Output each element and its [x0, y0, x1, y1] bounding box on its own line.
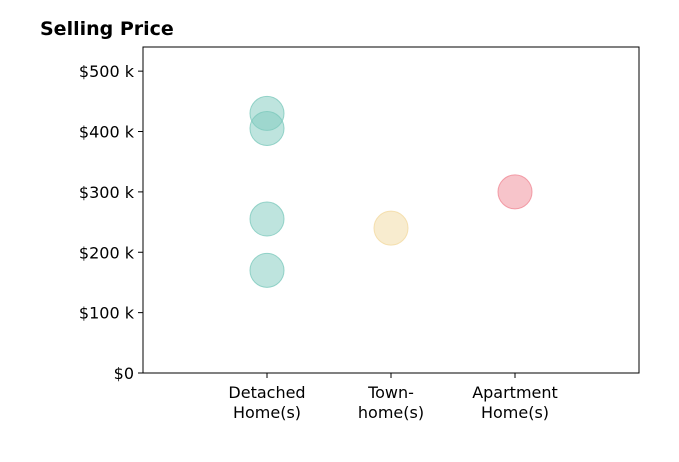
- y-tick-label-4: $400 k: [79, 123, 135, 142]
- y-tick-label-0: $0: [114, 364, 134, 383]
- points-layer: [249, 95, 533, 288]
- x-tick-label-2: Apartment Home(s): [472, 383, 558, 422]
- data-point-3: [249, 252, 285, 288]
- y-tick-label-5: $500 k: [79, 62, 135, 81]
- data-point-4: [373, 210, 409, 246]
- x-tick-label-1: Town-home(s): [358, 383, 424, 422]
- y-tick-label-3: $300 k: [79, 183, 135, 202]
- plot-frame: [142, 46, 640, 374]
- y-tick-label-2: $200 k: [79, 243, 135, 262]
- x-tick-label-0: Detached Home(s): [228, 383, 305, 422]
- chart-title: Selling Price: [40, 18, 174, 40]
- y-tick-label-1: $100 k: [79, 304, 135, 323]
- y-axis: $0 $100 k $200 k $300 k $400 k $500 k: [79, 62, 143, 383]
- data-point-1: [249, 111, 285, 146]
- x-axis: Detached Home(s) Town-home(s) Apartment Home…: [228, 373, 558, 422]
- data-point-2: [249, 201, 285, 237]
- data-point-5: [497, 174, 533, 210]
